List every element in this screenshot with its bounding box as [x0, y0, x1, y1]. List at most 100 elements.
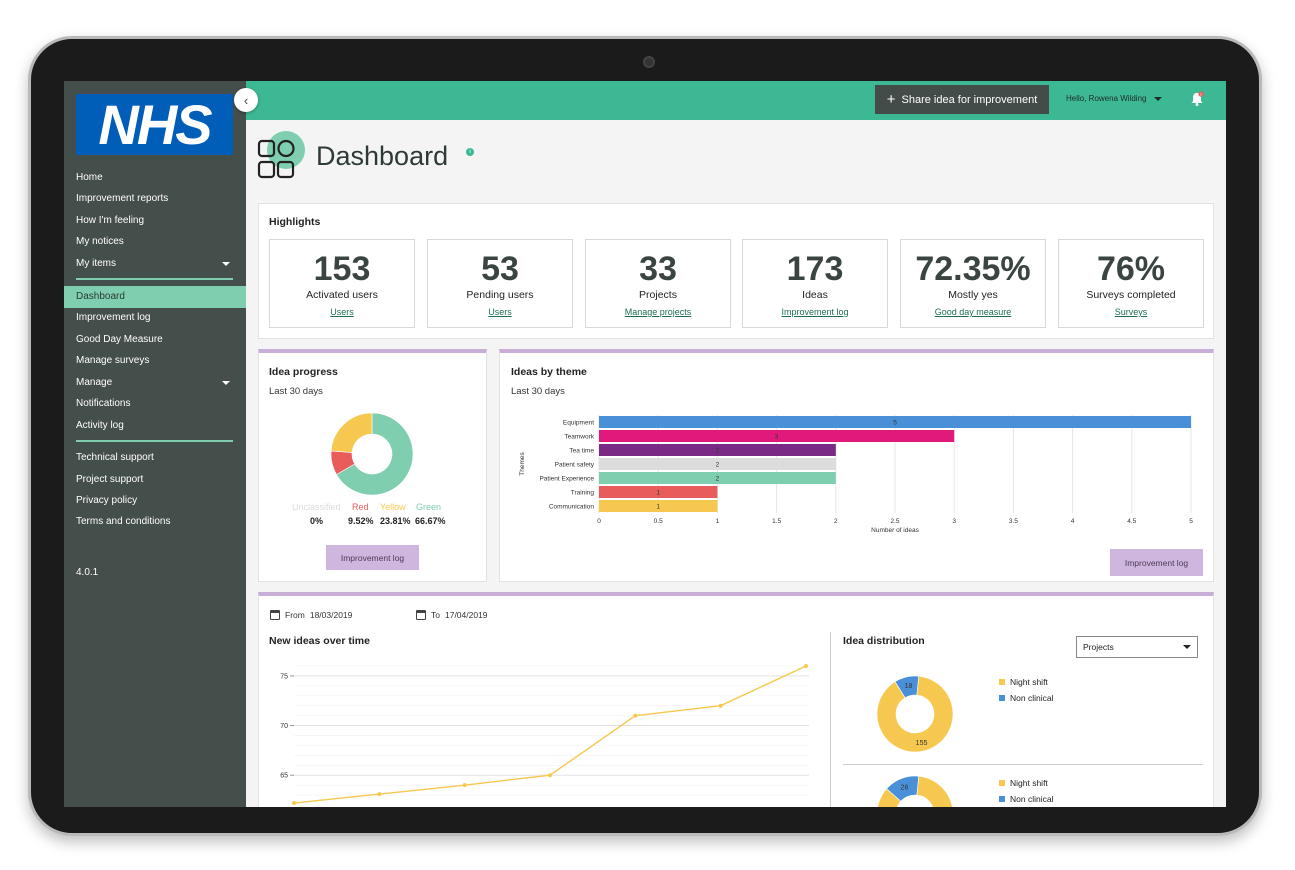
ideas-by-theme-subtitle: Last 30 days — [511, 386, 565, 397]
distribution-legend-item: Night shift — [999, 778, 1048, 788]
category-label: Patient Experience — [539, 476, 594, 483]
x-tick-label: 3.5 — [1009, 518, 1018, 525]
highlight-card: 53 Pending users Users — [427, 239, 573, 328]
highlight-label: Mostly yes — [948, 289, 998, 301]
sidebar-item-terms[interactable]: Terms and conditions — [64, 511, 246, 533]
x-tick-label: 0 — [597, 518, 601, 525]
y-tick-label: 75 — [280, 673, 288, 680]
category-label: Teamwork — [564, 434, 594, 441]
notification-count: 1 — [1200, 92, 1202, 96]
chevron-left-icon: ‹ — [243, 92, 249, 108]
share-idea-button[interactable]: + Share idea for improvement — [875, 85, 1049, 114]
category-label: Training — [571, 490, 595, 497]
sidebar-item-my-notices[interactable]: My notices — [64, 231, 246, 253]
category-label: Communication — [549, 504, 595, 511]
sidebar-item-label: Manage surveys — [76, 355, 150, 366]
distribution-select[interactable]: Projects — [1076, 636, 1198, 658]
highlight-link[interactable]: Users — [330, 307, 354, 317]
legend-swatch — [999, 679, 1005, 685]
data-point[interactable] — [377, 792, 382, 797]
sidebar-item-label: How I'm feeling — [76, 215, 145, 226]
sidebar-item-label: Improvement log — [76, 312, 151, 323]
sidebar-item-label: Home — [76, 172, 103, 183]
idea-progress-title: Idea progress — [269, 366, 338, 378]
highlight-link[interactable]: Manage projects — [624, 307, 692, 317]
legend-yellow: Yellow — [380, 502, 406, 512]
category-label: Patient safety — [555, 462, 595, 469]
sidebar-item-label: Project support — [76, 474, 144, 485]
sidebar-item-privacy-policy[interactable]: Privacy policy — [64, 490, 246, 512]
theme-bar[interactable] — [599, 486, 718, 498]
theme-bar[interactable] — [599, 416, 1191, 428]
data-point[interactable] — [718, 703, 723, 708]
theme-bar[interactable] — [599, 458, 836, 470]
data-point[interactable] — [633, 713, 638, 718]
highlight-card: 33 Projects Manage projects — [585, 239, 731, 328]
sidebar-item-activity-log[interactable]: Activity log — [64, 415, 246, 437]
bar-value-label: 5 — [893, 420, 897, 427]
improvement-log-button[interactable]: Improvement log — [326, 545, 419, 570]
category-label: Equipment — [563, 420, 594, 427]
theme-bar[interactable] — [599, 430, 955, 442]
x-tick-label: 2.5 — [890, 518, 899, 525]
sidebar-item-project-support[interactable]: Project support — [64, 469, 246, 491]
sidebar-item-how-im-feeling[interactable]: How I'm feeling — [64, 210, 246, 232]
highlight-link[interactable]: Good day measure — [934, 307, 1012, 317]
sidebar-item-improvement-reports[interactable]: Improvement reports — [64, 188, 246, 210]
sidebar-item-label: Technical support — [76, 452, 154, 463]
data-point[interactable] — [548, 773, 552, 778]
idea-progress-panel — [258, 349, 487, 582]
sidebar-item-good-day-measure[interactable]: Good Day Measure — [64, 329, 246, 351]
highlight-link[interactable]: Surveys — [1114, 307, 1148, 317]
user-menu[interactable]: Hello, Rowena Wilding — [1066, 94, 1163, 103]
highlight-link[interactable]: Improvement log — [781, 307, 849, 317]
sidebar-item-manage-surveys[interactable]: Manage surveys — [64, 350, 246, 372]
bar-value-label: 2 — [716, 476, 720, 483]
legend-label: Night shift — [1010, 677, 1048, 687]
highlight-label: Surveys completed — [1086, 289, 1176, 301]
highlights-title: Highlights — [269, 216, 321, 228]
theme-bar[interactable] — [599, 472, 836, 484]
highlight-link[interactable]: Users — [488, 307, 512, 317]
sidebar-item-manage[interactable]: Manage — [64, 372, 246, 394]
sidebar-item-notifications[interactable]: Notifications — [64, 393, 246, 415]
from-date-filter[interactable]: From 18/03/2019 — [270, 610, 352, 620]
bar-value-label: 2 — [716, 448, 720, 455]
highlight-card: 153 Activated users Users — [269, 239, 415, 328]
sidebar-item-label: My notices — [76, 236, 124, 247]
sidebar-divider — [76, 278, 233, 280]
pct-red: 9.52% — [348, 516, 374, 526]
theme-bar[interactable] — [599, 500, 718, 512]
sidebar-item-label: Improvement reports — [76, 193, 169, 204]
sidebar-item-home[interactable]: Home — [64, 167, 246, 189]
highlight-label: Activated users — [306, 289, 378, 301]
pct-green: 66.67% — [415, 516, 446, 526]
donut-label: 18 — [905, 683, 913, 690]
improvement-log-button[interactable]: Improvement log — [1110, 549, 1203, 576]
highlight-card: 173 Ideas Improvement log — [742, 239, 888, 328]
idea-progress-subtitle: Last 30 days — [269, 386, 323, 397]
to-date-filter[interactable]: To 17/04/2019 — [416, 610, 488, 620]
bell-icon[interactable]: 1 — [1190, 91, 1204, 107]
nhs-logo[interactable]: NHS — [76, 93, 233, 156]
legend-green: Green — [416, 502, 442, 512]
legend-label: Non clinical — [1010, 794, 1054, 804]
sidebar-item-my-items[interactable]: My items — [64, 253, 246, 275]
sidebar-item-label: Manage — [76, 377, 113, 388]
sidebar-divider — [76, 440, 233, 442]
series-line — [293, 665, 807, 804]
y-tick-label: 65 — [280, 773, 288, 780]
collapse-sidebar-button[interactable]: ‹ — [234, 88, 258, 112]
theme-bar[interactable] — [599, 444, 836, 456]
data-point[interactable] — [804, 663, 808, 668]
data-point[interactable] — [462, 783, 467, 788]
distribution-legend-item: Night shift — [999, 677, 1048, 687]
sidebar-item-label: Activity log — [76, 420, 124, 431]
data-point[interactable] — [292, 801, 296, 806]
plus-icon: + — [886, 91, 896, 108]
sidebar-item-dashboard[interactable]: Dashboard — [64, 286, 246, 308]
sidebar-item-improvement-log[interactable]: Improvement log — [64, 307, 246, 329]
sidebar-item-label: Notifications — [76, 398, 131, 409]
sidebar-item-technical-support[interactable]: Technical support — [64, 447, 246, 469]
info-icon[interactable]: i — [466, 148, 474, 156]
